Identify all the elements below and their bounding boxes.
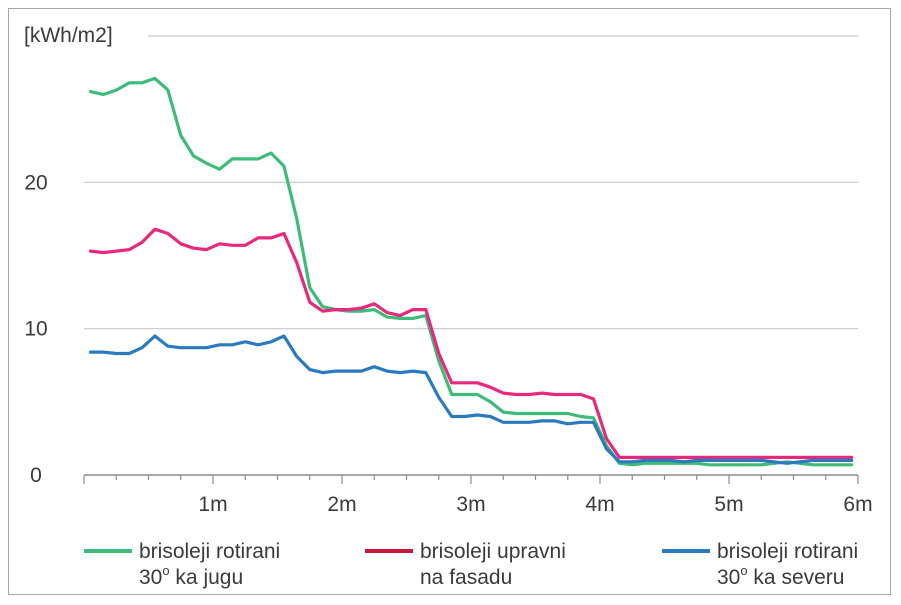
legend-label-line2: 30o ka severu [717,563,844,589]
legend-label-number: 30 [717,566,740,589]
series-line-2 [88,227,854,459]
legend-label-text: ka severu [748,566,845,589]
x-ticks: 1m 2m 3m 4m 5m 6m [83,475,873,516]
legend-label-number: 30 [139,566,162,589]
legend-label-text: ka jugu [170,566,244,589]
legend-label-line1: brisoleji rotirani [717,540,858,563]
legend-label-line2: 30o ka jugu [139,563,243,589]
y-tick-label: 20 [24,171,47,194]
series-line-1 [88,76,854,467]
x-tick-label: 5m [714,493,743,516]
grid-lines [84,35,858,330]
legend-label-superscript: o [740,563,747,578]
legend-label-line1: brisoleji rotirani [139,540,280,563]
legend-label-line1: brisoleji upravni [420,540,566,563]
series-lines [88,76,854,467]
y-tick-label: 0 [30,464,42,487]
x-tick-label: 6m [843,493,872,516]
legend-label-text: na fasadu [420,566,512,589]
x-tick-label: 3m [456,493,485,516]
chart-frame [8,8,891,595]
y-axis-label: [kWh/m2] [24,24,113,47]
x-tick-label: 2m [327,493,356,516]
legend-label-superscript: o [162,563,169,578]
series-line-3 [88,334,854,465]
x-tick-label: 1m [198,493,227,516]
legend-label-line2: na fasadu [420,566,512,589]
x-tick-label: 4m [585,493,614,516]
y-tick-label: 10 [24,318,47,341]
y-ticks: 0 10 20 [24,171,47,487]
legend-item: brisoleji upravni na fasadu [365,540,566,589]
